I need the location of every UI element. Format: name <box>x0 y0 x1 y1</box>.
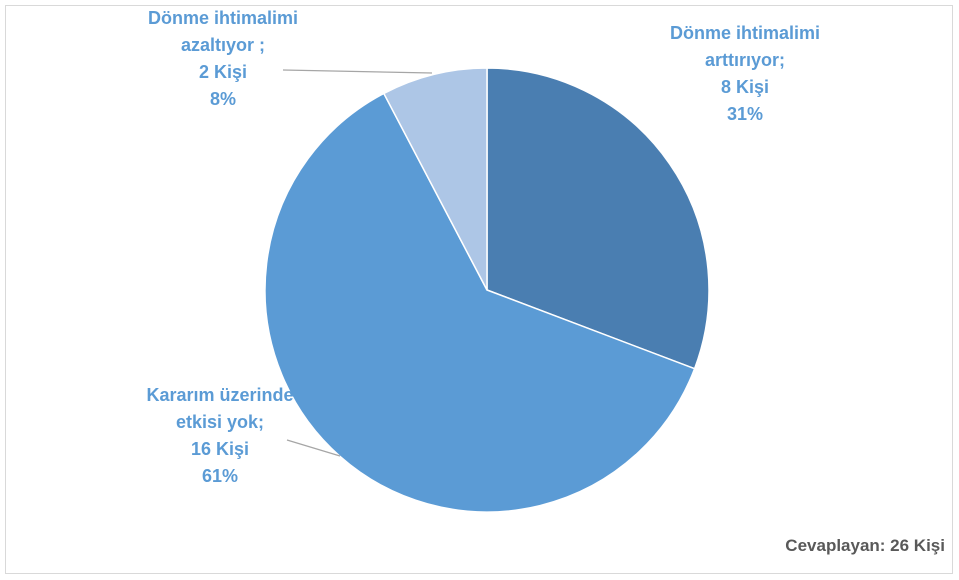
slice-label: Kararım üzerinde etkisi yok; 16 Kişi 61% <box>146 385 294 486</box>
leader-line <box>286 439 341 457</box>
leader-line <box>282 69 433 74</box>
slice-label: Dönme ihtimalimi arttırıyor; 8 Kişi 31% <box>669 23 821 124</box>
pie-slice <box>382 67 488 291</box>
frame <box>5 5 953 574</box>
pie-slice <box>486 67 710 370</box>
slice-label: Dönme ihtimalimi azaltıyor ; 2 Kişi 8% <box>147 8 299 109</box>
annotation: Cevaplayan: 26 Kişi <box>785 536 945 555</box>
